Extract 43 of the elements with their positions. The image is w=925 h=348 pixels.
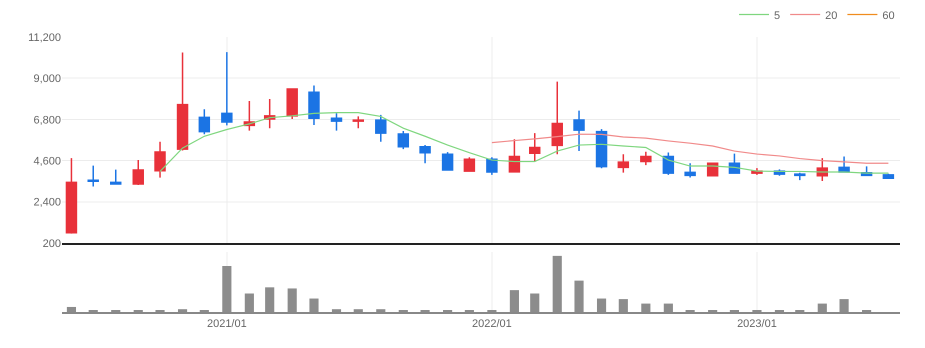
candlestick [352,116,364,129]
candlestick [464,156,476,173]
candlestick [596,128,608,170]
candlestick [132,159,144,186]
x-tick-label: 2023/01 [737,318,777,330]
candlestick [573,110,585,152]
candlestick [87,164,99,188]
y-tick-label: 2,400 [33,196,61,209]
candlestick [419,144,431,164]
candlestick [308,84,320,126]
candlestick [110,168,122,186]
candlestick [442,151,454,171]
candlestick [882,172,894,180]
candlestick [176,52,188,152]
y-tick-label: 6,800 [33,114,61,126]
y-tick-label: 9,000 [33,73,61,86]
y-tick-label: 11,200 [28,32,61,44]
candlestick [486,156,498,176]
candlestick [640,151,652,166]
candlestick [529,132,540,162]
candlestick [330,112,342,132]
y-tick-label: 200 [42,238,61,250]
y-tick-label: 4,600 [33,155,61,168]
candlestick [66,157,78,234]
candlestick [375,114,387,142]
candlestick [198,108,210,135]
legend-label: 60 [882,10,895,22]
candlestick [286,88,298,120]
line-series [491,134,889,164]
legend-label: 5 [774,10,780,22]
legend-label: 20 [825,10,838,22]
candlestick [552,80,563,155]
candlestick [154,140,166,178]
line-series [159,112,889,174]
candlestick [662,152,674,176]
candlestick [618,153,630,174]
x-tick-label: 2022/01 [472,318,512,330]
candlestick [684,162,696,178]
candlestick [398,130,410,150]
candlestick [728,152,740,174]
candlestick [508,138,520,173]
x-tick-label: 2021/01 [206,318,247,330]
candlestick [816,157,828,182]
